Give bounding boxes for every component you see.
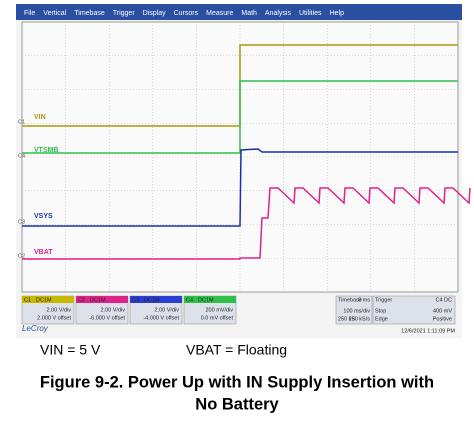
channel-offset: 0.0 mV offset bbox=[201, 315, 234, 321]
channel-scale: 200 mV/div bbox=[205, 307, 233, 313]
channel-coupling: DC1M bbox=[198, 297, 214, 303]
value: C4 DC bbox=[435, 297, 452, 303]
menu: File Vertical Timebase Trigger Display Cursor… bbox=[24, 10, 344, 17]
channel-boxes: C1 DC1M 2.00 V/div 2.000 V offset C2 DC1M 2.00… bbox=[21, 295, 237, 325]
menu-item[interactable]: Analysis bbox=[265, 10, 292, 17]
marker: C4 bbox=[18, 153, 25, 159]
channel-header bbox=[184, 296, 236, 303]
channel-header bbox=[22, 296, 74, 303]
menu-item[interactable]: Vertical bbox=[43, 10, 66, 17]
grid bbox=[22, 22, 458, 292]
value: 400 mV bbox=[433, 308, 452, 314]
menu-item[interactable]: Timebase bbox=[74, 10, 105, 17]
channel-offset: -4.000 V offset bbox=[143, 315, 179, 321]
channel-header bbox=[76, 296, 128, 303]
menu-item[interactable]: Utilities bbox=[299, 10, 322, 17]
channel-coupling: DC1M bbox=[36, 297, 52, 303]
channel-scale: 2.00 V/div bbox=[47, 307, 72, 313]
marker: C3 bbox=[18, 219, 25, 225]
caption: Figure 9-2. Power Up with IN Supply Inse… bbox=[40, 373, 434, 391]
menu-bar bbox=[16, 4, 462, 20]
channel-offset: 2.000 V offset bbox=[37, 315, 71, 321]
value: 0 ms bbox=[358, 297, 370, 303]
menu-item[interactable]: Math bbox=[241, 10, 257, 17]
channel-header bbox=[130, 296, 182, 303]
trace-label: VIN bbox=[34, 114, 46, 121]
channel-offset: -6.000 V offset bbox=[89, 315, 125, 321]
channel-coupling: DC1M bbox=[144, 297, 160, 303]
channel-name: C1 bbox=[24, 297, 31, 303]
value: 250 kS/s bbox=[349, 316, 371, 322]
timestamp: 12/6/2021 1:11:09 PM bbox=[401, 328, 455, 334]
channel-name: C2 bbox=[78, 297, 85, 303]
channel-name: C4 bbox=[186, 297, 193, 303]
menu-item[interactable]: File bbox=[24, 10, 35, 17]
brand: LeCroy bbox=[22, 324, 49, 333]
value: 100 ms/div bbox=[343, 308, 370, 314]
trace-label: VBAT bbox=[34, 249, 53, 256]
menu-item[interactable]: Trigger bbox=[113, 10, 136, 17]
channel-coupling: DC1M bbox=[90, 297, 106, 303]
menu-item[interactable]: Measure bbox=[206, 10, 233, 17]
menu-item[interactable]: Cursors bbox=[174, 10, 199, 17]
menu-item[interactable]: Display bbox=[143, 10, 166, 17]
vsys-trace bbox=[22, 148, 458, 227]
menu-item[interactable]: Help bbox=[330, 10, 345, 17]
timebase-box bbox=[335, 295, 373, 325]
vtsmb-trace bbox=[22, 80, 458, 154]
channel-name: C3 bbox=[132, 297, 139, 303]
condition: VBAT = Floating bbox=[186, 342, 287, 358]
label: Trigger bbox=[375, 297, 392, 303]
trigger-box bbox=[372, 295, 456, 325]
value: 250 kS bbox=[338, 316, 355, 322]
condition: VIN = 5 V bbox=[40, 342, 101, 358]
marker: C2 bbox=[18, 253, 25, 259]
trace-label: VTSMB bbox=[34, 147, 59, 154]
caption: No Battery bbox=[195, 395, 279, 413]
channel-scale: 2.00 V/div bbox=[101, 307, 126, 313]
value: Positive bbox=[433, 316, 452, 322]
value: Stop bbox=[375, 308, 386, 314]
vbat-trace bbox=[22, 187, 471, 260]
trace-label: VSYS bbox=[34, 213, 53, 220]
marker: C1 bbox=[18, 119, 25, 125]
value: Edge bbox=[375, 316, 388, 322]
channel-scale: 2.00 V/div bbox=[155, 307, 180, 313]
label: Timebase bbox=[338, 297, 362, 303]
